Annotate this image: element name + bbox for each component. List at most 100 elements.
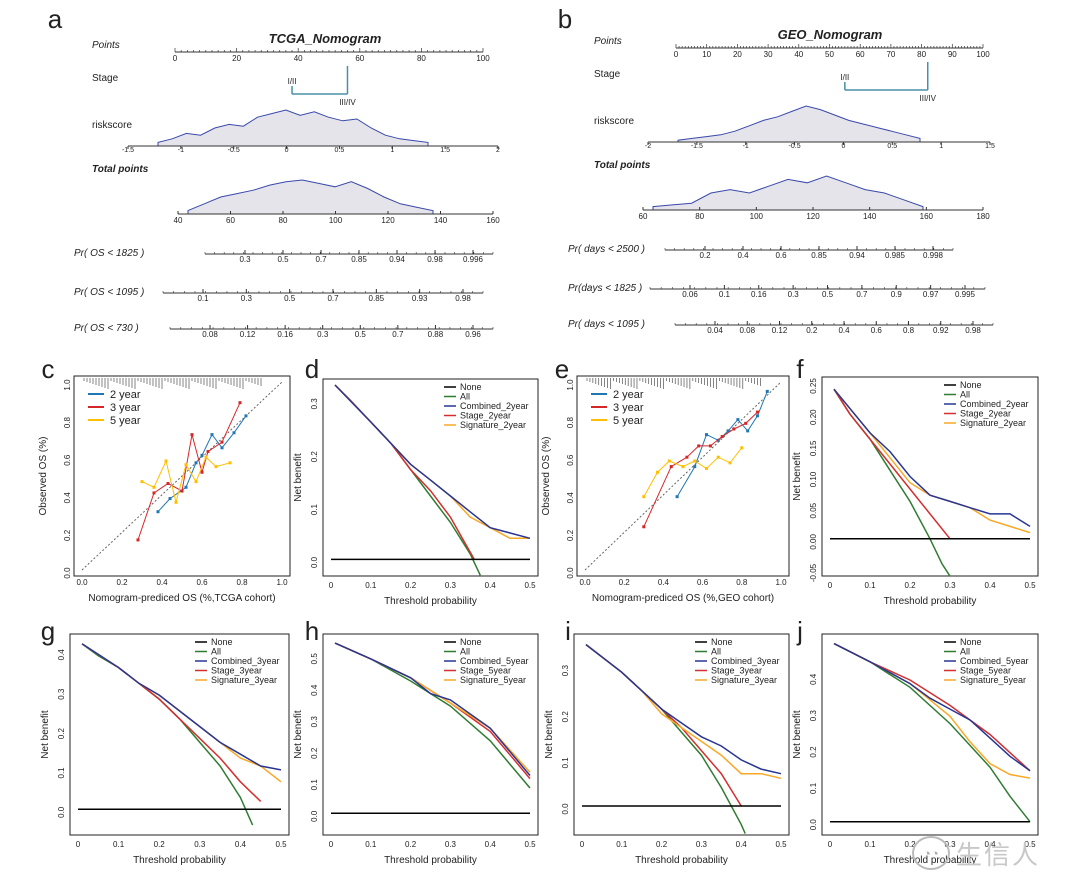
calibration-point xyxy=(194,461,198,465)
prob-axis-tick-label: 0.98 xyxy=(427,255,443,264)
calibration-point xyxy=(705,466,709,470)
prob-axis-tick-label: 0.12 xyxy=(240,330,256,339)
calibration-point xyxy=(716,455,720,459)
y-tick-label: 0.2 xyxy=(566,529,575,541)
calibration-point xyxy=(190,433,194,437)
x-tick-label: 0.4 xyxy=(984,581,996,590)
calibration-point xyxy=(210,433,214,437)
y-tick-label: 0.2 xyxy=(57,727,66,739)
y-tick-label: 0.4 xyxy=(566,492,575,504)
prob-axis-tick-label: 0.3 xyxy=(239,255,251,264)
calibration-point xyxy=(716,438,720,442)
calibration-point xyxy=(744,421,748,425)
y-tick-label: 0.0 xyxy=(566,567,575,579)
row-label-riskscore: riskscore xyxy=(92,120,132,131)
y-tick-label: 0.10 xyxy=(809,471,818,487)
prob-axis-label: Pr( days < 2500 ) xyxy=(568,244,645,255)
x-tick-label: 0.6 xyxy=(196,578,208,587)
legend-label: 5 year xyxy=(613,415,644,427)
calibration-point xyxy=(200,470,204,474)
prob-axis-tick-label: 0.96 xyxy=(465,330,481,339)
y-tick-label: 0.20 xyxy=(809,409,818,425)
y-tick-label: 1.0 xyxy=(63,379,72,391)
x-tick-label: 0.8 xyxy=(736,578,748,587)
calibration-point xyxy=(642,495,646,499)
ideal-diagonal xyxy=(81,381,283,571)
legend-label: Signature_2year xyxy=(960,418,1026,428)
calibration-point xyxy=(765,389,769,393)
x-tick-label: 0 xyxy=(828,840,833,849)
x-tick-label: 0.1 xyxy=(864,840,876,849)
points-tick-label: 90 xyxy=(948,50,957,59)
y-tick-label: 0.2 xyxy=(561,711,570,723)
calibration-point xyxy=(228,461,232,465)
x-tick-label: 0.4 xyxy=(485,840,497,849)
riskscore-tick-label: 0 xyxy=(285,147,289,154)
calibration-point xyxy=(140,480,144,484)
legend-label: 2 year xyxy=(110,389,141,401)
y-tick-label: 0.4 xyxy=(63,492,72,504)
x-tick-label: 0 xyxy=(329,840,334,849)
panel-label-e: e xyxy=(555,354,569,384)
legend-label: 3 year xyxy=(110,402,141,414)
x-tick-label: 0.0 xyxy=(579,578,591,587)
prob-axis-tick-label: 0.1 xyxy=(197,294,209,303)
x-tick-label: 0.3 xyxy=(194,840,206,849)
prob-axis-tick-label: 0.85 xyxy=(351,255,367,264)
total-points-density xyxy=(187,179,434,215)
y-tick-label: 0.15 xyxy=(809,440,818,456)
y-tick-label: 0.0 xyxy=(57,806,66,818)
x-tick-label: 0 xyxy=(76,840,81,849)
calibration-point xyxy=(755,414,759,418)
calibration-point xyxy=(669,465,673,469)
x-tick-label: 0.1 xyxy=(365,840,377,849)
prob-axis-tick-label: 0.06 xyxy=(682,290,698,299)
total-points-tick-label: 80 xyxy=(695,212,704,221)
prob-axis-tick-label: 0.98 xyxy=(965,326,981,335)
x-tick-label: 0.2 xyxy=(405,840,417,849)
row-label-points: Points xyxy=(594,36,622,47)
points-tick-label: 60 xyxy=(355,54,364,63)
x-axis-label: Nomogram-prediced OS (%,GEO cohort) xyxy=(592,593,774,604)
nomogram-title: GEO_Nomogram xyxy=(778,27,883,42)
x-tick-label: 0.0 xyxy=(76,578,88,587)
riskscore-density xyxy=(157,109,429,147)
riskscore-tick-label: -1 xyxy=(178,147,184,154)
x-axis-label: Threshold probability xyxy=(884,596,977,607)
panel-label-j: j xyxy=(796,616,803,646)
points-tick-label: 80 xyxy=(417,54,426,63)
row-label-riskscore: riskscore xyxy=(594,116,634,127)
legend-label: Combined_2year xyxy=(960,399,1029,409)
legend-label: Combined_5year xyxy=(460,656,529,666)
curve-Combined_2year xyxy=(334,384,531,540)
x-tick-label: 0.4 xyxy=(658,578,670,587)
curve-Combined_3year xyxy=(81,643,282,771)
x-tick-label: 0.3 xyxy=(445,581,457,590)
total-points-tick-label: 120 xyxy=(381,216,395,225)
prob-axis-tick-label: 0.04 xyxy=(707,326,723,335)
calibration-point xyxy=(755,410,759,414)
calibration-point xyxy=(220,446,224,450)
x-tick-label: 0 xyxy=(580,840,585,849)
points-tick-label: 40 xyxy=(794,50,803,59)
calibration-point xyxy=(693,465,697,469)
calibration-point xyxy=(656,470,660,474)
prob-axis-tick-label: 0.995 xyxy=(955,290,976,299)
plot-frame xyxy=(322,378,539,577)
y-tick-label: 0.3 xyxy=(57,688,66,700)
points-tick-label: 100 xyxy=(476,54,490,63)
calibration-point xyxy=(204,455,208,459)
watermark: ◔◔ 生信人 xyxy=(912,828,1072,878)
x-tick-label: 0.1 xyxy=(365,581,377,590)
riskscore-tick-label: -2 xyxy=(645,143,651,150)
calibration-point xyxy=(726,429,730,433)
riskscore-tick-label: 0.5 xyxy=(335,147,345,154)
y-tick-label: 0.4 xyxy=(310,684,319,696)
legend-label: All xyxy=(960,390,970,400)
calibration-point xyxy=(136,538,140,542)
x-tick-label: 1.0 xyxy=(276,578,288,587)
calibration-point xyxy=(180,489,184,493)
total-points-tick-label: 160 xyxy=(920,212,934,221)
total-points-tick-label: 100 xyxy=(329,216,343,225)
total-points-tick-label: 60 xyxy=(226,216,235,225)
